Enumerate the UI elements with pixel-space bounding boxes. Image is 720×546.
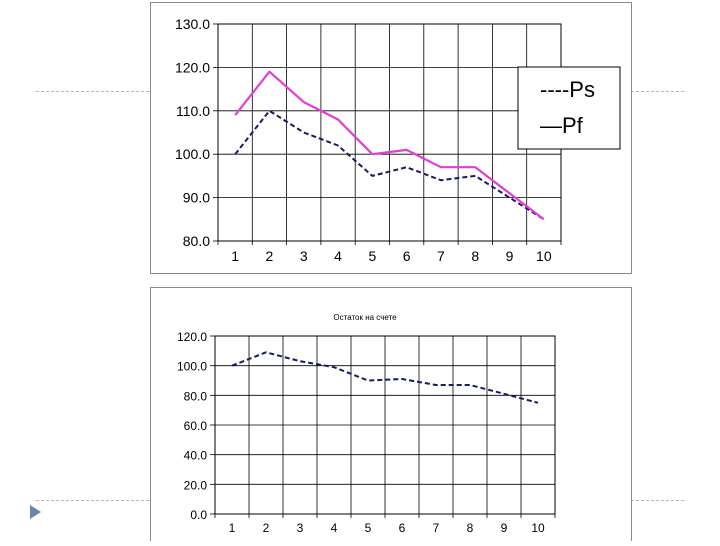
chart-2-y-tick-label: 0.0 (190, 508, 207, 522)
chart-2-x-tick-label: 2 (263, 521, 270, 535)
chart-1-y-tick-label: 90.0 (183, 190, 210, 206)
chart-1-x-tick-label: 8 (471, 248, 479, 264)
chart-2-frame: Остаток на счете 0.0 20.0 40.0 60.0 80.0 100.0… (150, 287, 632, 541)
chart-2-x-tick-label: 5 (365, 521, 372, 535)
chart-2-y-tick-label: 100.0 (177, 360, 207, 374)
chart-2-y-tick-label: 80.0 (184, 389, 208, 403)
chart-1-series-ps-line (234, 109, 545, 221)
chart-1-legend-box (517, 66, 621, 150)
chart-2-y-tick-label: 120.0 (177, 330, 207, 344)
chart-1-x-tick-label: 7 (437, 248, 445, 264)
chart-1-legend-entry: ----Ps (540, 77, 595, 102)
chart-2-x-tick-label: 4 (331, 521, 338, 535)
chart-1-y-tick-label: 80.0 (183, 233, 210, 249)
chart-1-x-tick-label: 4 (334, 248, 342, 264)
chart-1-y-tick-label: 100.0 (175, 146, 210, 162)
chart-1-x-tick-label: 5 (368, 248, 376, 264)
chart-2-x-tick-label: 3 (297, 521, 304, 535)
chart-1: 80.0 90.0 100.0 110.0 120.0 130.0 1 2 3 4 5 6 7 8 9 10 -… (175, 16, 621, 264)
chart-1-frame: 80.0 90.0 100.0 110.0 120.0 130.0 1 2 3 4 5 6 7 8 9 10 -… (150, 2, 632, 274)
chart-1-series-pf-line (234, 70, 545, 221)
chart-2-x-tick-label: 1 (229, 521, 236, 535)
chart-2-y-tick-label: 60.0 (184, 419, 208, 433)
chart-2: Остаток на счете 0.0 20.0 40.0 60.0 80.0 100.0… (177, 313, 556, 535)
chart-1-legend-entry: —Pf (540, 113, 584, 138)
chart-1-y-tick-label: 130.0 (175, 16, 210, 32)
chart-2-title: Остаток на счете (333, 313, 397, 322)
chart-1-x-tick-label: 9 (506, 248, 514, 264)
chart-1-x-tick-label: 6 (403, 248, 411, 264)
chart-2-x-tick-label: 9 (501, 521, 508, 535)
chart-1-x-tick-label: 3 (300, 248, 308, 264)
chart-2-x-tick-label: 8 (467, 521, 474, 535)
chart-2-x-tick-label: 6 (399, 521, 406, 535)
chart-2-x-tick-label: 7 (433, 521, 440, 535)
triangle-bullet-icon (30, 505, 41, 519)
chart-2-x-tick-label: 10 (531, 521, 545, 535)
chart-1-x-tick-label: 2 (266, 248, 274, 264)
chart-1-y-tick-label: 110.0 (176, 103, 210, 119)
chart-1-y-tick-label: 120.0 (175, 59, 210, 75)
chart-1-x-tick-label: 1 (231, 248, 239, 264)
chart-2-y-tick-label: 20.0 (184, 478, 208, 492)
chart-2-y-tick-label: 40.0 (184, 449, 208, 463)
chart-1-x-tick-label: 10 (536, 248, 552, 264)
